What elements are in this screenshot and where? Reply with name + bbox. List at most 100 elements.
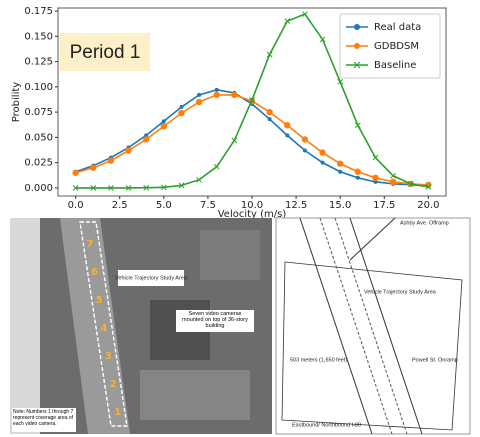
marker <box>90 164 97 171</box>
marker <box>425 184 432 190</box>
map-freeway: Eastbound/ Northbound I-80 <box>292 422 361 428</box>
study-area-outline <box>79 221 128 427</box>
aerial-photo: Vehicle Trajectory Study Area Seven vide… <box>10 218 272 434</box>
lane-line <box>319 217 393 435</box>
freeway <box>60 218 130 434</box>
photo-cameras: Seven video cameras mounted on top of 36… <box>182 311 248 329</box>
marker <box>319 149 326 156</box>
photo-note: Note: Numbers 1 through 7 represent cove… <box>13 409 74 427</box>
marker <box>231 91 238 99</box>
marker <box>302 11 308 17</box>
y-axis-label: Probility <box>11 82 22 122</box>
camera-number: 4 <box>100 323 107 334</box>
marker <box>214 87 219 92</box>
marker <box>320 160 325 165</box>
marker <box>195 98 203 106</box>
camera-number: 5 <box>96 295 103 306</box>
x-tick-label: 15.0 <box>329 200 351 211</box>
marker <box>143 184 150 191</box>
y-tick-label: 0.150 <box>24 31 53 42</box>
x-tick-label: 0.0 <box>68 200 84 211</box>
marker <box>178 182 185 189</box>
photo-study-area: Vehicle Trajectory Study Area <box>115 275 188 281</box>
road-edge <box>299 217 373 435</box>
block <box>200 230 260 280</box>
x-tick-label: 2.5 <box>112 200 128 211</box>
marker <box>285 133 290 138</box>
camera-number: 7 <box>87 239 94 250</box>
legend-label: GDBDSM <box>374 41 419 52</box>
y-tick-label: 0.125 <box>24 57 53 68</box>
map-study-area: Vehicle Trajectory Study Area <box>364 289 437 295</box>
y-tick-label: 0.050 <box>24 132 53 143</box>
legend-marker <box>353 61 361 69</box>
legend-marker <box>354 43 360 49</box>
marker <box>372 174 379 182</box>
x-axis-label: Velocity (m/s) <box>218 209 287 220</box>
marker <box>354 122 361 129</box>
marker <box>72 169 79 176</box>
water <box>10 218 40 434</box>
marker <box>372 154 379 161</box>
marker <box>407 181 414 187</box>
marker <box>231 137 238 144</box>
marker <box>197 92 202 97</box>
marker <box>267 117 272 122</box>
camera-number: 1 <box>114 407 121 418</box>
map-onramp: Powell St. Onramp <box>412 357 458 363</box>
callout <box>176 310 254 332</box>
x-tick-label: 7.5 <box>200 200 216 211</box>
marker <box>390 172 396 179</box>
study-area-boundary <box>281 261 463 431</box>
marker <box>266 108 273 116</box>
marker <box>179 105 184 110</box>
marker <box>213 163 220 170</box>
camera-number: 3 <box>105 351 112 362</box>
legend-box <box>339 13 441 79</box>
marker <box>337 78 344 85</box>
marker <box>389 178 397 186</box>
x-tick-label: 10.0 <box>241 200 263 211</box>
marker <box>142 136 150 143</box>
marker <box>284 122 291 129</box>
marker <box>319 36 326 43</box>
map-frame <box>275 217 471 435</box>
y-tick-label: 0.075 <box>24 107 53 118</box>
annotation-box <box>60 33 150 71</box>
offramp <box>349 217 396 261</box>
marker <box>144 133 149 138</box>
marker <box>178 109 185 117</box>
y-tick-label: 0.100 <box>24 82 53 93</box>
lane-line <box>334 217 408 435</box>
marker <box>90 185 97 191</box>
map-offramp: Ashby Ave. Offramp <box>400 220 449 226</box>
legend-label: Real data <box>374 22 421 33</box>
marker <box>160 184 167 191</box>
camera-number: 6 <box>91 267 98 278</box>
x-tick-label: 12.5 <box>285 200 307 211</box>
marker <box>373 179 378 184</box>
marker <box>266 51 273 58</box>
map: Ashby Ave. Offramp Vehicle Trajectory St… <box>275 217 471 435</box>
x-tick-label: 17.5 <box>373 200 395 211</box>
marker <box>302 148 307 153</box>
marker <box>107 157 115 164</box>
marker <box>213 91 220 99</box>
marker <box>284 18 291 24</box>
marker <box>338 169 343 174</box>
map-length: 503 meters (1,650 feet) <box>290 357 347 363</box>
marker <box>196 176 202 183</box>
legend-marker <box>354 24 360 30</box>
marker <box>125 185 132 191</box>
callout <box>118 270 184 286</box>
block <box>140 370 250 420</box>
marker <box>301 136 309 143</box>
marker <box>249 97 255 103</box>
x-tick-label: 5.0 <box>156 200 172 211</box>
marker <box>336 160 344 167</box>
annotation: Period 1 <box>70 42 141 63</box>
marker <box>72 185 79 191</box>
marker <box>355 175 360 180</box>
y-tick-label: 0.025 <box>24 158 53 169</box>
